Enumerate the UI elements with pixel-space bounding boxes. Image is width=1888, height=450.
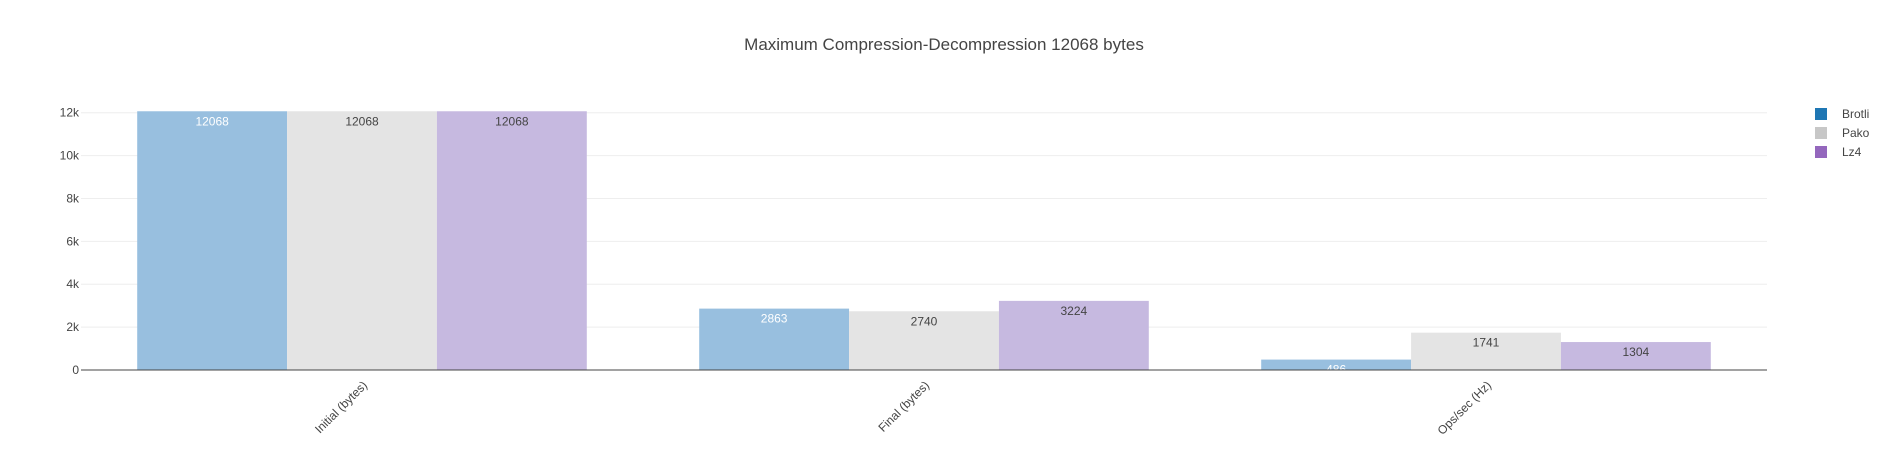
y-tick-label: 4k: [66, 277, 80, 291]
bar-pako-2[interactable]: [1411, 332, 1561, 370]
x-tick-label: Ops/sec (Hz): [1435, 378, 1494, 437]
legend-swatch: [1815, 146, 1827, 158]
legend-label: Pako: [1842, 126, 1870, 140]
data-label: 3224: [1061, 304, 1088, 318]
bar-brotli-0[interactable]: [137, 111, 288, 370]
data-label: 2863: [761, 312, 788, 326]
data-label: 12068: [195, 114, 229, 128]
y-tick-label: 12k: [60, 106, 80, 120]
y-tick-label: 6k: [66, 234, 80, 248]
bar-brotli-1[interactable]: [699, 308, 850, 370]
bar-pako-0[interactable]: [287, 111, 437, 370]
x-tick-label: Initial (bytes): [312, 378, 370, 436]
bar-lz4-0[interactable]: [436, 111, 587, 370]
data-label: 2740: [911, 314, 938, 328]
legend-item-brotli[interactable]: Brotli: [1815, 107, 1869, 121]
bar-group: [137, 111, 1711, 370]
x-axis-ticks: Initial (bytes) Final (bytes) Ops/sec (Hz): [312, 378, 1494, 437]
legend[interactable]: Brotli Pako Lz4: [1815, 107, 1870, 159]
bar-pako-1[interactable]: [849, 311, 999, 370]
legend-item-pako[interactable]: Pako: [1815, 126, 1870, 140]
y-tick-label: 10k: [60, 149, 80, 163]
legend-swatch: [1815, 108, 1827, 120]
data-label: 12068: [495, 114, 529, 128]
bar-lz4-1[interactable]: [998, 300, 1149, 370]
legend-swatch: [1815, 127, 1827, 139]
y-tick-label: 8k: [66, 191, 80, 205]
data-label: 1304: [1623, 345, 1650, 359]
x-tick-label: Final (bytes): [875, 378, 932, 435]
data-label: 1741: [1473, 336, 1500, 350]
y-tick-label: 2k: [66, 320, 80, 334]
y-axis-ticks: 0 2k 4k 6k 8k 10k 12k: [60, 106, 80, 377]
bar-lz4-2[interactable]: [1560, 342, 1711, 370]
chart-title: Maximum Compression-Decompression 12068 …: [744, 35, 1144, 54]
legend-item-lz4[interactable]: Lz4: [1815, 145, 1862, 159]
legend-label: Lz4: [1842, 145, 1862, 159]
legend-label: Brotli: [1842, 107, 1869, 121]
y-tick-label: 0: [72, 363, 79, 377]
data-label: 12068: [345, 114, 379, 128]
bar-brotli-2[interactable]: [1261, 359, 1412, 370]
